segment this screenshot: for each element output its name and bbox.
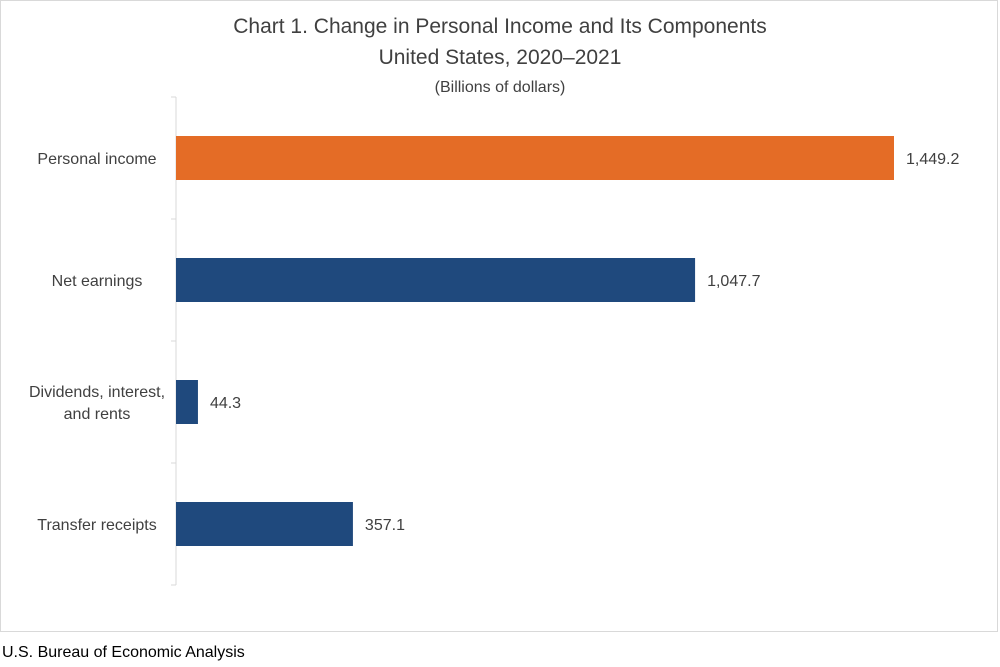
bar-net-earnings: [176, 258, 696, 302]
chart-subtitle: United States, 2020–2021: [378, 46, 622, 69]
data-label: 1,449.2: [906, 151, 959, 168]
data-label: 1,047.7: [707, 273, 760, 290]
category-label: Personal income: [37, 151, 156, 168]
chart-frame: [0, 0, 998, 632]
bar-personal-income: [176, 136, 894, 180]
data-label: 357.1: [365, 517, 405, 534]
category-label: Transfer receipts: [37, 517, 156, 534]
category-label: Net earnings: [52, 273, 143, 290]
data-label: 44.3: [210, 395, 241, 412]
bar-dividends-interest-and-rents: [176, 380, 198, 424]
category-label: Dividends, interest, and rents: [29, 384, 165, 423]
source-credit: U.S. Bureau of Economic Analysis: [2, 644, 245, 661]
chart-unit-label: (Billions of dollars): [434, 79, 566, 96]
bar-transfer-receipts: [176, 502, 353, 546]
chart-title: Chart 1. Change in Personal Income and I…: [233, 15, 767, 38]
